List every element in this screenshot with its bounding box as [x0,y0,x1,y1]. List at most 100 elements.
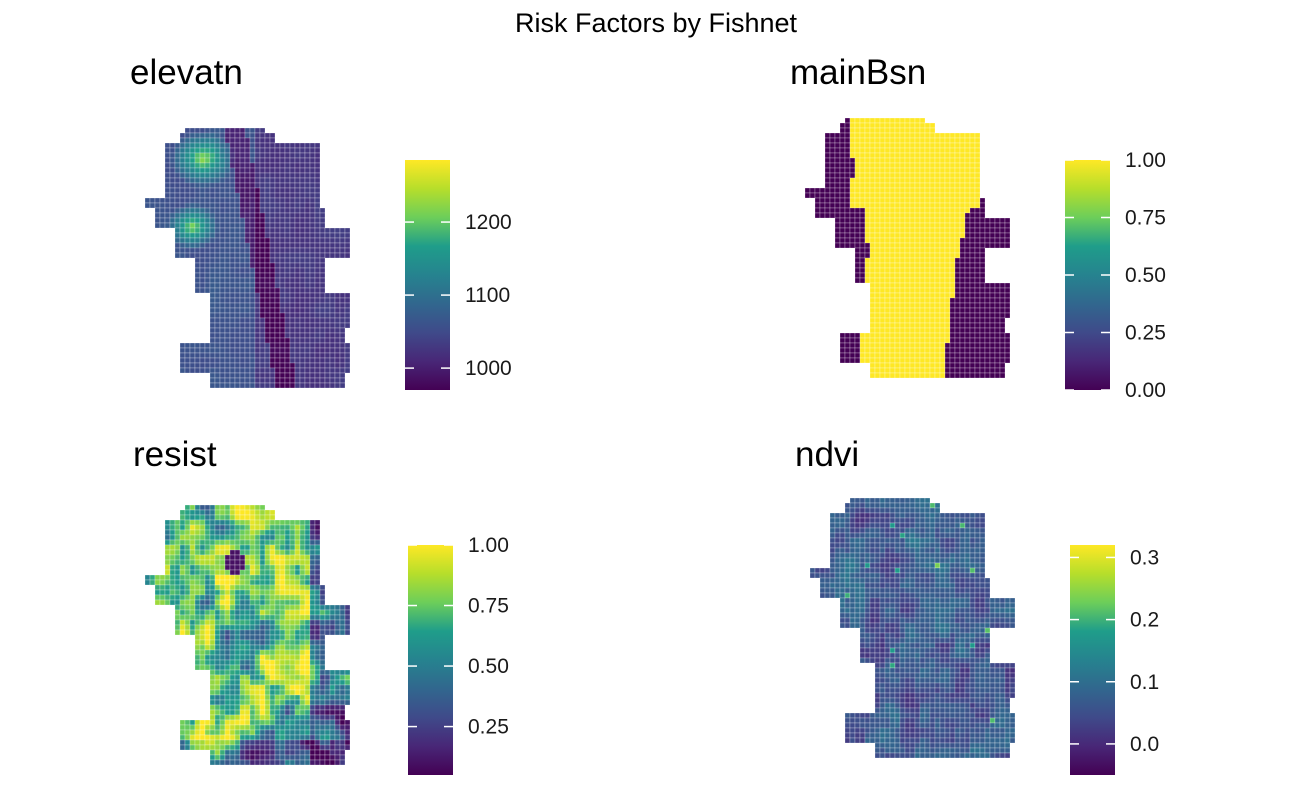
fishnet-cell [314,539,321,546]
fishnet-cell [289,312,296,319]
fishnet-cell [974,192,981,199]
fishnet-cell [874,542,881,549]
fishnet-cell [234,514,241,521]
fishnet-cell [254,162,261,169]
fishnet-cell [254,372,261,379]
fishnet-cell [234,659,241,666]
fishnet-cell [909,502,916,509]
fishnet-cell [969,272,976,279]
fishnet-cell [859,237,866,244]
fishnet-cell [194,197,201,204]
fishnet-cell [969,167,976,174]
fishnet-cell [944,362,951,369]
fishnet-cell [964,317,971,324]
fishnet-cell [834,197,841,204]
fishnet-cell [994,307,1001,314]
fishnet-cell [264,699,271,706]
fishnet-cell [299,227,306,234]
fishnet-cell [944,167,951,174]
fishnet-cell [319,659,326,666]
fishnet-cell [879,527,886,534]
fishnet-cell [259,569,266,576]
fishnet-cell [274,377,281,384]
fishnet-cell [899,122,906,129]
fishnet-cell [164,559,171,566]
fishnet-cell [339,704,346,711]
fishnet-cell [299,719,306,726]
fishnet-cell [189,237,196,244]
fishnet-cell [214,352,221,359]
fishnet-cell [209,729,216,736]
fishnet-cell [219,639,226,646]
fishnet-cell [959,187,966,194]
fishnet-cell [279,699,286,706]
fishnet-cell [314,242,321,249]
fishnet-cell [909,372,916,379]
fishnet-cell [299,549,306,556]
fishnet-cell [844,517,851,524]
fishnet-cell [854,257,861,264]
fishnet-cell [214,649,221,656]
fishnet-cell [949,242,956,249]
fishnet-cell [274,749,281,756]
fishnet-cell [189,182,196,189]
fishnet-cell [209,212,216,219]
fishnet-cell [839,227,846,234]
fishnet-cell [274,222,281,229]
fishnet-cell [864,332,871,339]
fishnet-cell [204,262,211,269]
fishnet-cell [894,297,901,304]
fishnet-cell [234,247,241,254]
fishnet-cell [904,192,911,199]
fishnet-cell [169,539,176,546]
fishnet-cell [914,262,921,269]
fishnet-cell [164,212,171,219]
fishnet-cell [299,277,306,284]
fishnet-cell [989,232,996,239]
fishnet-cell [189,509,196,516]
fishnet-cell [834,132,841,139]
fishnet-cell [919,277,926,284]
fishnet-cell [889,252,896,259]
fishnet-cell [264,599,271,606]
fishnet-cell [939,317,946,324]
fishnet-cell [289,564,296,571]
fishnet-cell [274,317,281,324]
fishnet-cell [279,709,286,716]
fishnet-cell [269,654,276,661]
fishnet-cell [279,197,286,204]
fishnet-cell [249,524,256,531]
fishnet-cell [849,337,856,344]
fishnet-cell [929,362,936,369]
fishnet-cell [299,554,306,561]
fishnet-cell [319,327,326,334]
fishnet-cell [204,277,211,284]
fishnet-cell [984,327,991,334]
fishnet-cell [244,649,251,656]
fishnet-cell [229,559,236,566]
fishnet-cell [894,287,901,294]
fishnet-cell [244,192,251,199]
fishnet-cell [264,604,271,611]
fishnet-cell [254,699,261,706]
fishnet-cell [244,212,251,219]
fishnet-cell [229,337,236,344]
fishnet-cell [999,297,1006,304]
fishnet-cell [179,192,186,199]
fishnet-cell [169,147,176,154]
fishnet-cell [209,327,216,334]
fishnet-cell [929,267,936,274]
fishnet-cell [949,152,956,159]
fishnet-cell [224,317,231,324]
fishnet-cell [954,512,961,519]
fishnet-cell [844,332,851,339]
fishnet-cell [824,187,831,194]
fishnet-cell [899,342,906,349]
fishnet-cell [874,237,881,244]
fishnet-cell [214,699,221,706]
fishnet-cell [269,564,276,571]
fishnet-cell [269,739,276,746]
fishnet-cell [224,534,231,541]
fishnet-cell [339,247,346,254]
fishnet-cell [979,232,986,239]
